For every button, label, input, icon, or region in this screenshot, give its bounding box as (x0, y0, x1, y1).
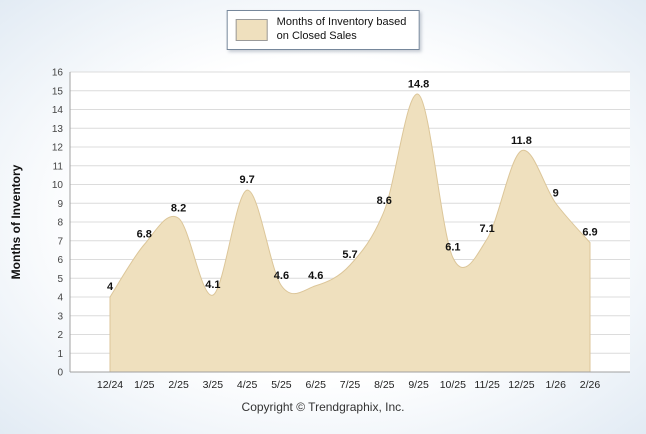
legend-label-line2: on Closed Sales (276, 29, 357, 42)
data-point-label: 5.7 (342, 249, 357, 261)
y-tick-label: 3 (57, 311, 63, 322)
y-tick-label: 4 (57, 293, 63, 304)
copyright-footer: Copyright © Trendgraphix, Inc. (241, 400, 405, 414)
x-tick-label: 1/26 (545, 379, 566, 391)
y-axis-title: Months of Inventory (9, 164, 23, 280)
data-point-label: 4.1 (205, 279, 220, 291)
y-tick-label: 15 (52, 86, 64, 97)
x-tick-label: 6/25 (305, 379, 326, 391)
y-tick-label: 6 (57, 255, 63, 266)
y-tick-label: 7 (57, 236, 63, 247)
y-tick-label: 14 (52, 105, 64, 116)
y-tick-label: 8 (57, 218, 63, 229)
legend-swatch (235, 18, 268, 41)
x-tick-label: 2/25 (168, 379, 189, 391)
x-tick-label: 5/25 (271, 379, 292, 391)
x-tick-label: 8/25 (374, 379, 395, 391)
data-point-label: 8.6 (377, 195, 392, 207)
x-tick-label: 1/25 (134, 379, 155, 391)
y-tick-label: 5 (57, 274, 63, 285)
x-tick-label: 3/25 (203, 379, 224, 391)
y-tick-label: 16 (52, 68, 64, 79)
legend-label: Months of Inventory based on Closed Sale… (277, 16, 407, 44)
data-point-label: 14.8 (408, 79, 429, 91)
data-point-label: 9 (553, 187, 559, 199)
y-tick-label: 0 (57, 368, 63, 379)
data-point-label: 9.7 (239, 174, 254, 186)
y-tick-label: 11 (53, 161, 64, 172)
x-tick-label: 10/25 (440, 379, 466, 391)
data-point-label: 6.8 (137, 229, 152, 241)
inventory-area-series (109, 93, 591, 373)
x-tick-label: 2/26 (580, 379, 601, 391)
data-point-label: 7.1 (479, 223, 494, 235)
y-tick-label: 10 (52, 180, 64, 191)
x-tick-label: 9/25 (408, 379, 429, 391)
y-tick-label: 12 (52, 143, 64, 154)
data-point-label: 4.6 (274, 270, 289, 282)
data-point-label: 11.8 (511, 135, 532, 147)
x-tick-label: 4/25 (237, 379, 258, 391)
data-point-label: 4 (107, 281, 114, 293)
y-tick-label: 2 (57, 330, 63, 341)
x-tick-label: 12/24 (97, 379, 123, 391)
legend: Months of Inventory based on Closed Sale… (226, 10, 420, 50)
legend-label-line1: Months of Inventory based (276, 16, 407, 28)
data-point-label: 6.9 (582, 227, 597, 239)
x-tick-label: 7/25 (340, 379, 361, 391)
data-point-label: 8.2 (171, 202, 186, 214)
data-point-label: 6.1 (445, 242, 460, 254)
y-tick-label: 1 (57, 349, 63, 360)
data-point-label: 4.6 (308, 270, 323, 282)
x-tick-label: 12/25 (508, 379, 534, 391)
y-tick-label: 9 (57, 199, 63, 210)
x-tick-label: 11/25 (474, 379, 500, 391)
y-tick-label: 13 (52, 124, 64, 135)
